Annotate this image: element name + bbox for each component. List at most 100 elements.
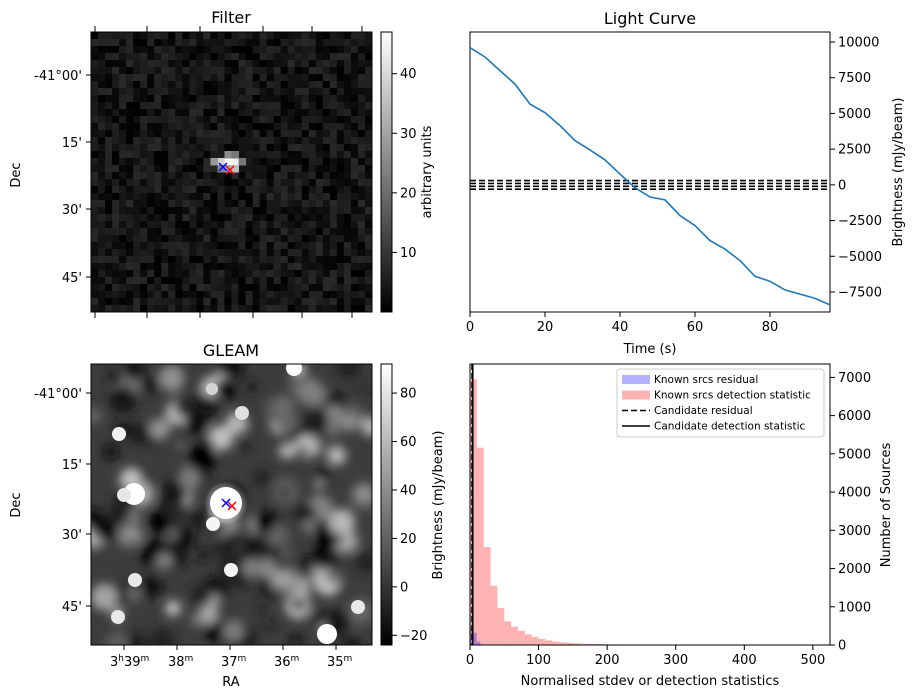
filter-pixel: [140, 32, 148, 40]
filter-pixel: [105, 158, 113, 166]
filter-pixel: [266, 256, 275, 264]
filter-pixel: [161, 228, 169, 236]
filter-pixel: [329, 39, 338, 47]
filter-pixel: [224, 130, 232, 138]
filter-pixel: [196, 200, 204, 208]
filter-pixel: [126, 130, 134, 138]
filter-pixel: [301, 291, 310, 299]
filter-pixel: [364, 193, 372, 201]
filter-pixel: [112, 179, 120, 187]
histogram-bar: [524, 634, 532, 645]
gleam-noise-blob: [156, 552, 173, 570]
filter-pixel: [301, 200, 310, 208]
filter-pixel: [266, 151, 275, 159]
filter-ytick-label: 30': [62, 203, 82, 218]
filter-pixel: [329, 116, 338, 124]
filter-pixel: [98, 46, 106, 54]
filter-pixel: [231, 305, 240, 312]
filter-pixel: [196, 221, 204, 229]
filter-pixel: [133, 116, 141, 124]
filter-pixel: [154, 235, 162, 243]
filter-pixel: [147, 32, 155, 40]
gleam-source-west-companion: [117, 488, 131, 502]
filter-pixel: [126, 291, 134, 299]
filter-pixel: [266, 270, 275, 278]
filter-pixel: [161, 102, 169, 110]
filter-pixel: [350, 263, 359, 271]
filter-pixel: [245, 298, 254, 306]
filter-pixel: [350, 60, 359, 68]
filter-pixel: [343, 53, 352, 61]
filter-pixel: [175, 207, 183, 215]
filter-pixel: [168, 67, 176, 75]
filter-pixel: [294, 95, 303, 103]
histogram-bar: [559, 642, 566, 645]
filter-pixel: [126, 165, 134, 173]
gleam-noise-blob: [272, 568, 294, 589]
filter-pixel: [357, 130, 366, 138]
filter-pixel: [175, 67, 183, 75]
filter-pixel: [357, 242, 366, 250]
filter-pixel: [168, 277, 176, 285]
filter-pixel: [161, 95, 169, 103]
filter-pixel: [238, 200, 247, 208]
filter-pixel: [238, 130, 247, 138]
filter-pixel: [357, 179, 366, 187]
filter-pixel: [350, 46, 359, 54]
filter-pixel: [364, 74, 372, 82]
filter-pixel: [238, 46, 247, 54]
filter-pixel: [364, 179, 372, 187]
filter-pixel: [231, 193, 240, 201]
gleam-colorbar-label: Brightness (mJy/beam): [431, 431, 446, 580]
filter-pixel: [140, 214, 148, 222]
gleam-noise-blob: [361, 416, 372, 437]
filter-pixel: [112, 277, 120, 285]
filter-pixel: [154, 242, 162, 250]
filter-pixel: [273, 228, 282, 236]
filter-pixel: [126, 123, 134, 131]
gleam-noise-blob: [304, 408, 330, 434]
filter-pixel: [287, 221, 296, 229]
histogram-frame: [469, 363, 831, 646]
filter-pixel: [273, 137, 282, 145]
filter-pixel: [140, 102, 148, 110]
filter-pixel: [322, 88, 331, 96]
filter-pixel: [322, 179, 331, 187]
filter-pixel: [322, 151, 331, 159]
filter-pixel: [315, 249, 324, 257]
filter-pixel: [329, 60, 338, 68]
filter-pixel: [259, 116, 268, 124]
filter-pixel: [189, 242, 197, 250]
filter-pixel: [301, 228, 310, 236]
filter-pixel: [224, 32, 232, 40]
filter-pixel: [119, 242, 127, 250]
filter-pixel: [308, 39, 317, 47]
filter-source-pixel: [210, 158, 218, 166]
filter-pixel: [273, 193, 282, 201]
filter-pixel: [301, 95, 310, 103]
filter-pixel: [266, 88, 275, 96]
filter-pixel: [189, 214, 197, 222]
filter-pixel: [266, 81, 275, 89]
filter-pixel: [273, 242, 282, 250]
filter-pixel: [133, 95, 141, 103]
filter-pixel: [343, 130, 352, 138]
filter-pixel: [266, 235, 275, 243]
filter-pixel: [329, 158, 338, 166]
filter-pixel: [322, 263, 331, 271]
filter-pixel: [182, 284, 190, 292]
filter-pixel: [308, 137, 317, 145]
filter-pixel: [301, 256, 310, 264]
filter-pixel: [140, 298, 148, 306]
filter-pixel: [98, 109, 106, 117]
filter-pixel: [315, 39, 324, 47]
gleam-noise-blob: [257, 604, 268, 616]
filter-pixel: [329, 207, 338, 215]
filter-pixel: [259, 123, 268, 131]
filter-pixel: [140, 242, 148, 250]
filter-pixel: [315, 130, 324, 138]
filter-pixel: [259, 186, 268, 194]
filter-pixel: [350, 270, 359, 278]
filter-pixel: [161, 193, 169, 201]
filter-pixel: [329, 186, 338, 194]
